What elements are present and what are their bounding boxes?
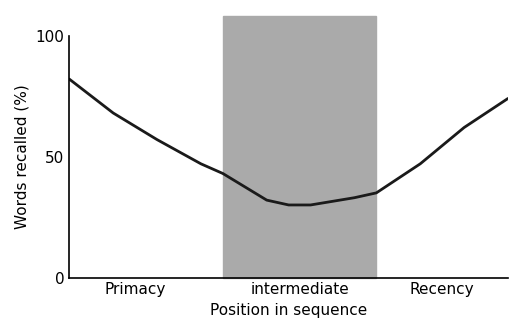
Y-axis label: Words recalled (%): Words recalled (%) — [15, 84, 30, 229]
Bar — [223, 16, 377, 278]
X-axis label: Position in sequence: Position in sequence — [210, 303, 367, 318]
